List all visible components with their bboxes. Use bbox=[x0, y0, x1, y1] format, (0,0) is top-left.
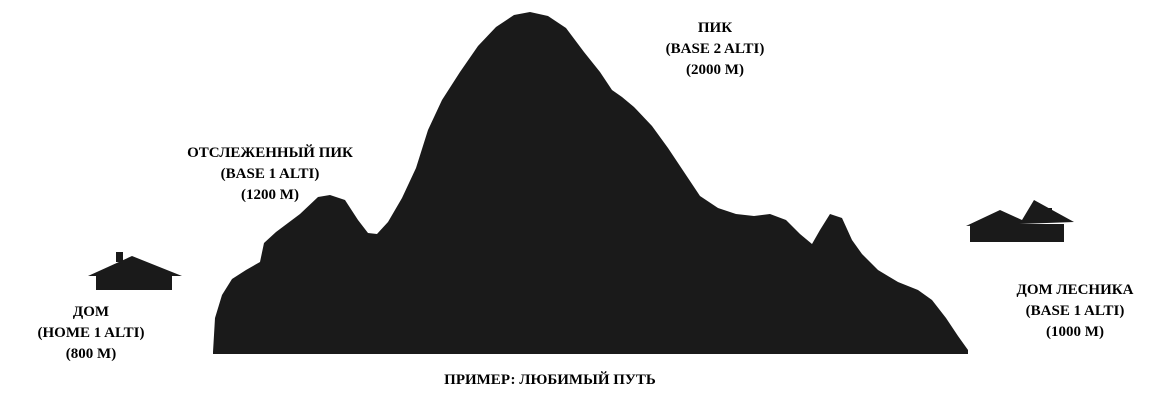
tracked-peak-label: ОТСЛЕЖЕННЫЙ ПИК (BASE 1 ALTI) (1200 М) bbox=[140, 143, 400, 206]
tracked-peak-altitude: (1200 М) bbox=[241, 187, 299, 203]
peak-name: ПИК bbox=[697, 20, 733, 36]
peak-altitude: (2000 М) bbox=[686, 62, 744, 78]
mountain-silhouette bbox=[213, 12, 968, 354]
forester-house-label: ДОМ ЛЕСНИКА (BASE 1 ALTI) (1000 М) bbox=[975, 280, 1151, 343]
home-name: ДОМ bbox=[72, 304, 110, 320]
peak-base: (BASE 2 ALTI) bbox=[665, 41, 765, 57]
home-altitude: (800 М) bbox=[65, 346, 117, 362]
house-icon bbox=[88, 252, 182, 290]
forester-house-altitude: (1000 М) bbox=[1046, 324, 1104, 340]
tracked-peak-base: (BASE 1 ALTI) bbox=[220, 166, 320, 182]
forester-house-base: (BASE 1 ALTI) bbox=[1025, 303, 1125, 319]
diagram-caption: ПРИМЕР: ЛЮБИМЫЙ ПУТЬ bbox=[444, 372, 656, 388]
peak-label: ПИК (BASE 2 ALTI) (2000 М) bbox=[625, 18, 805, 81]
home-label: ДОМ (HOME 1 ALTI) (800 М) bbox=[6, 302, 176, 365]
house-icon bbox=[966, 200, 1074, 242]
tracked-peak-name: ОТСЛЕЖЕННЫЙ ПИК bbox=[187, 145, 353, 161]
forester-house-name: ДОМ ЛЕСНИКА bbox=[1016, 282, 1134, 298]
home-base: (HOME 1 ALTI) bbox=[37, 325, 145, 341]
